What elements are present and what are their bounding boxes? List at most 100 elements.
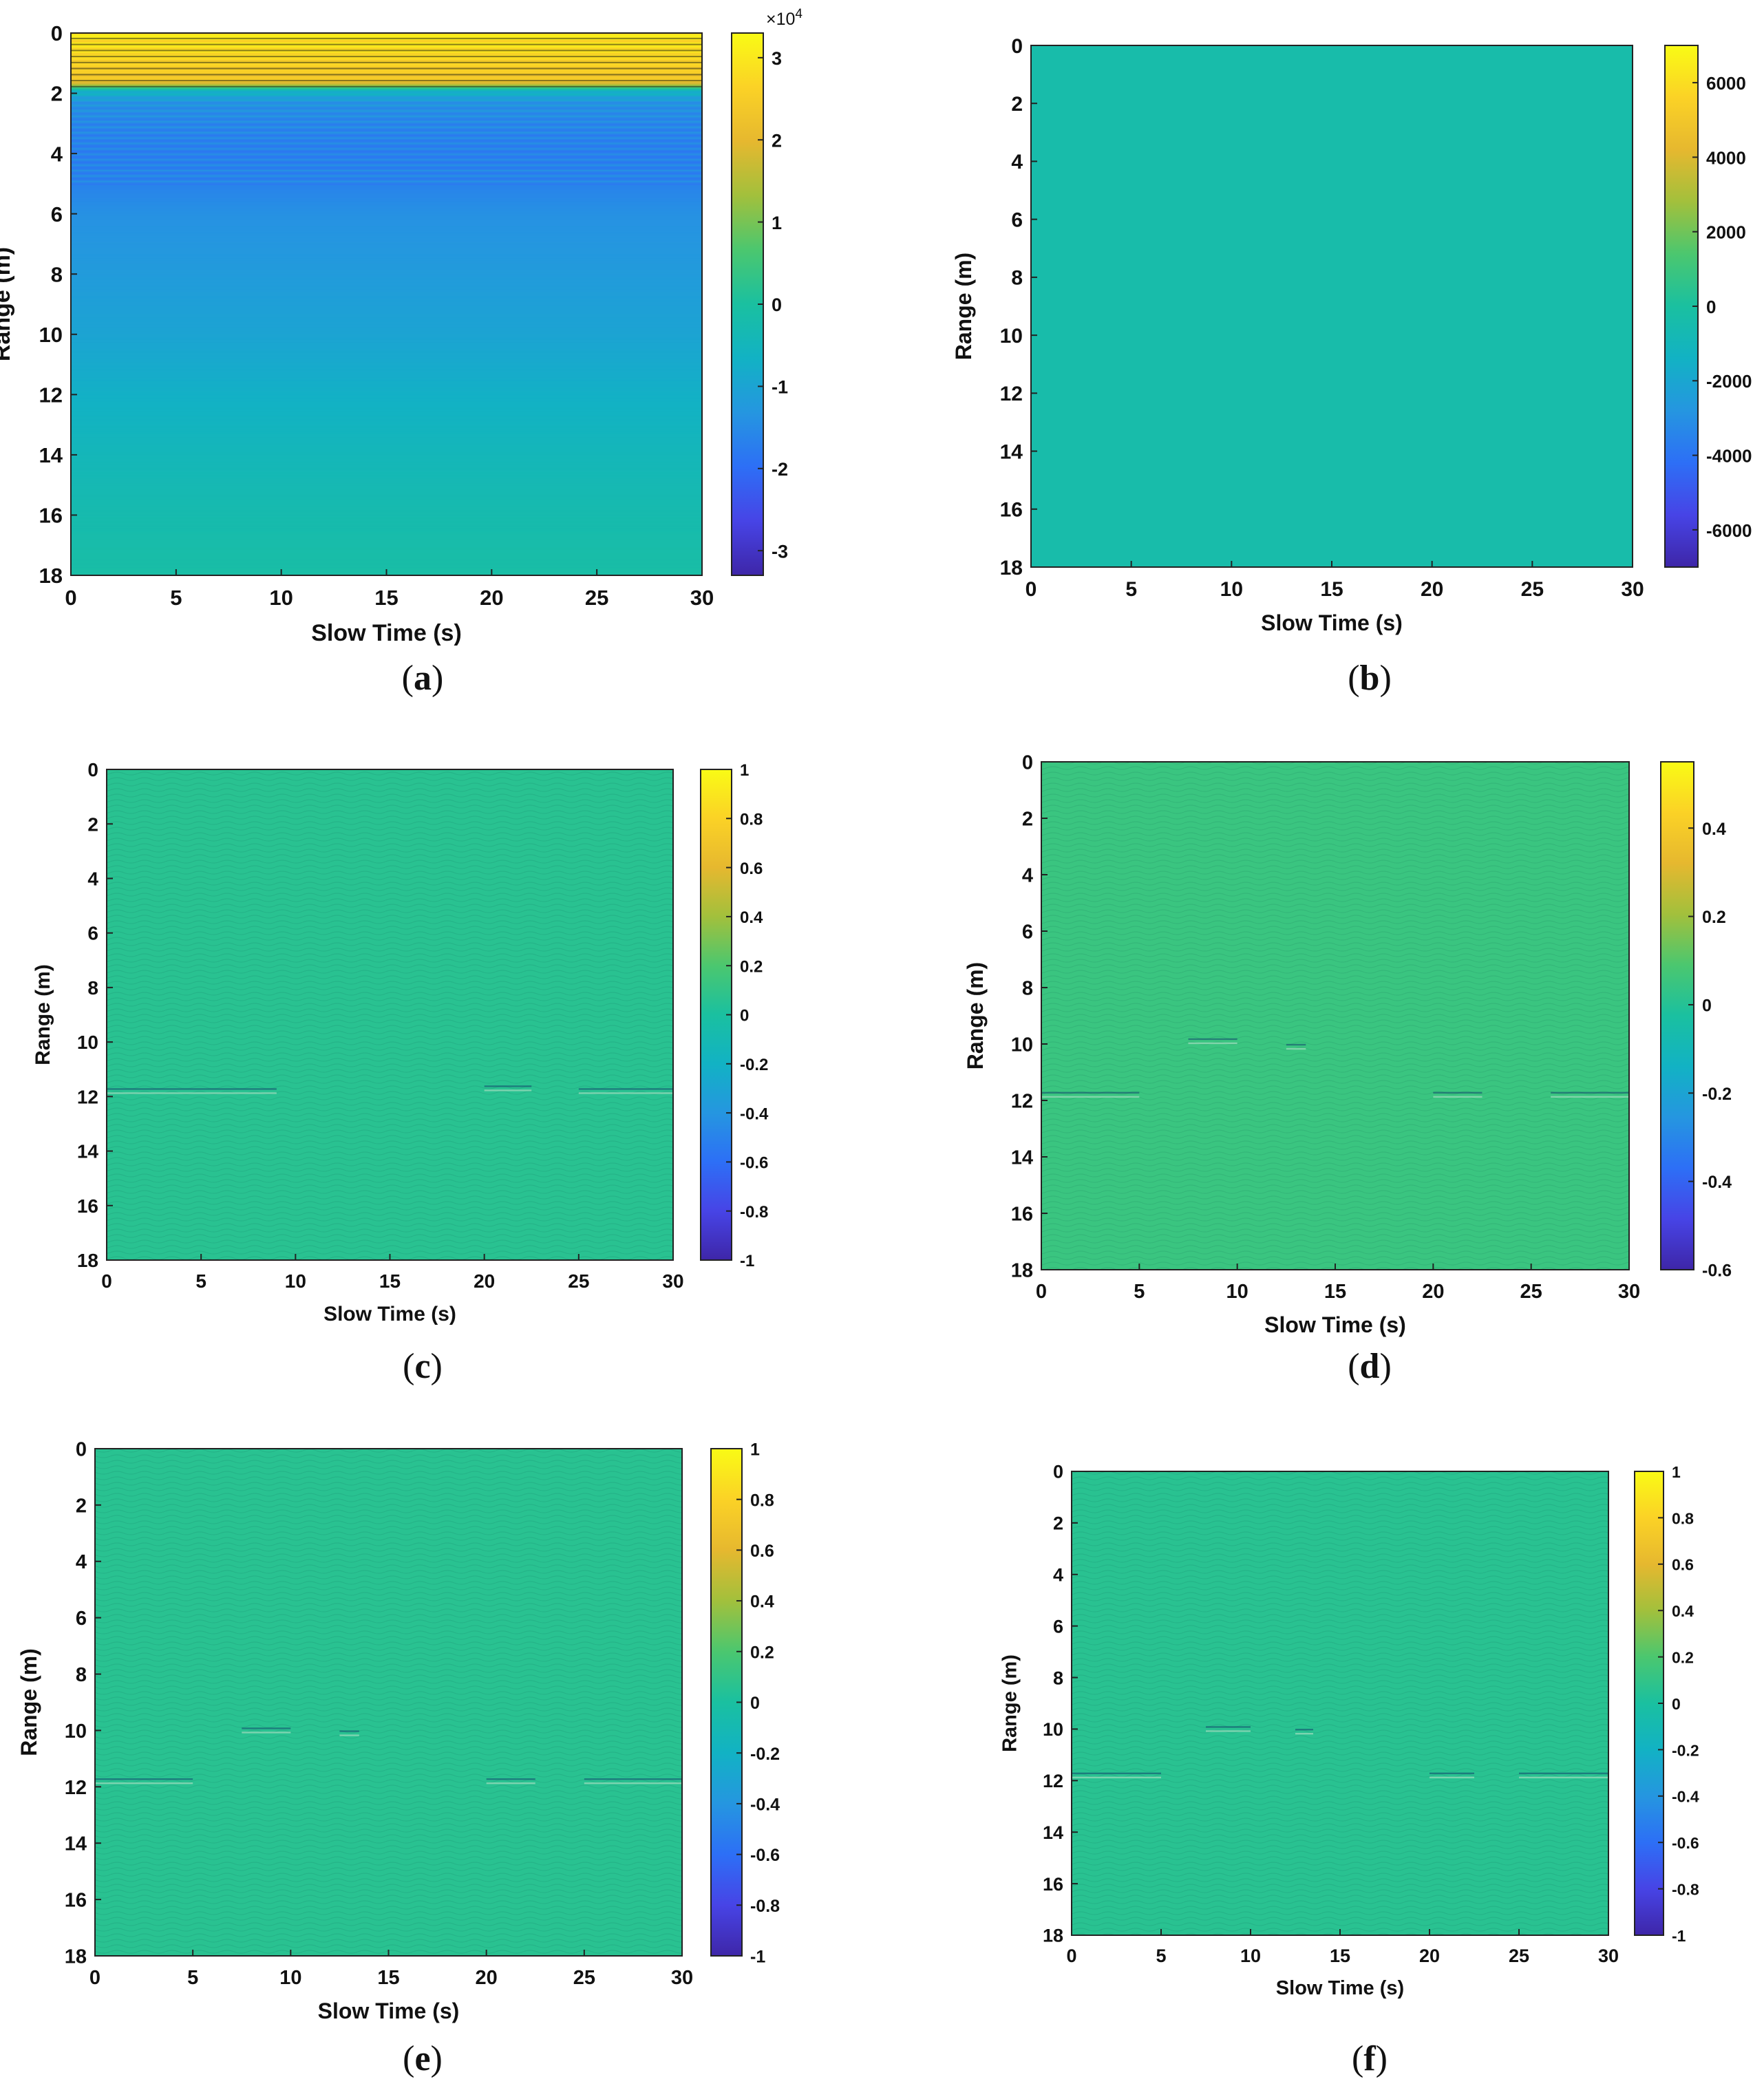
heatmap-band — [71, 535, 702, 538]
heatmap-band — [71, 451, 702, 454]
heatmap-band — [71, 522, 702, 524]
heatmap-band — [71, 123, 702, 126]
heatmap-band — [71, 305, 702, 308]
x-axis-label: Slow Time (s) — [1276, 1977, 1404, 1999]
x-tick-label: 5 — [195, 1270, 206, 1292]
heatmap-band — [71, 147, 702, 149]
y-tick-label: 12 — [1000, 383, 1023, 405]
heatmap-band — [71, 67, 702, 69]
heatmap-band — [71, 447, 702, 450]
heatmap-band — [71, 126, 702, 129]
heatmap-band — [71, 460, 702, 462]
heatmap-band — [71, 503, 702, 506]
heatmap-band — [71, 557, 702, 560]
heatmap-band — [71, 204, 702, 206]
heatmap-band — [71, 349, 702, 351]
heatmap-band — [71, 138, 702, 141]
colorbar-tick-label: 0.2 — [1672, 1649, 1694, 1667]
y-tick-label: 12 — [1011, 1090, 1033, 1112]
heatmap-band — [71, 384, 702, 386]
heatmap-band — [71, 183, 702, 186]
heatmap-band — [71, 260, 702, 263]
y-tick-label: 10 — [1011, 1034, 1033, 1056]
heatmap-band — [71, 118, 702, 120]
heatmap-band — [71, 449, 702, 451]
colorbar-tick-label: 0.6 — [1672, 1556, 1694, 1574]
colorbar-tick-label: 0.8 — [740, 811, 763, 829]
heatmap-band — [71, 264, 702, 267]
heatmap-band — [71, 251, 702, 253]
heatmap-band — [71, 445, 702, 447]
x-tick-label: 5 — [1125, 578, 1137, 601]
heatmap-band — [71, 499, 702, 502]
colorbar-tick-label: -4000 — [1706, 445, 1752, 466]
heatmap-band — [71, 492, 702, 495]
heatmap-band — [71, 398, 702, 401]
heatmap-band — [71, 300, 702, 302]
heatmap-band — [71, 502, 702, 504]
heatmap-band — [71, 440, 702, 443]
heatmap-band — [71, 509, 702, 511]
heatmap-band — [71, 342, 702, 344]
heatmap-band — [71, 496, 702, 499]
heatmap-band — [71, 159, 702, 161]
heatmap-band — [71, 507, 702, 510]
heatmap-band — [71, 500, 702, 503]
heatmap-band — [71, 348, 702, 350]
x-tick-label: 15 — [1330, 1946, 1350, 1966]
heatmap-band — [71, 541, 702, 544]
heatmap-band — [71, 310, 702, 313]
colorbar-tick-label: 3 — [772, 48, 782, 69]
y-tick-label: 18 — [1000, 557, 1023, 579]
heatmap-band — [71, 438, 702, 440]
heatmap-band — [71, 75, 702, 77]
heatmap-band — [71, 324, 702, 327]
heatmap-band — [71, 370, 702, 373]
colorbar-tick-label: -0.4 — [750, 1795, 780, 1814]
heatmap-band — [71, 412, 702, 415]
heatmap-band — [71, 158, 702, 160]
y-tick-label: 18 — [77, 1250, 98, 1271]
heatmap-band — [71, 187, 702, 190]
heatmap-band — [71, 39, 702, 42]
heatmap-band — [71, 271, 702, 274]
heatmap-band — [71, 351, 702, 354]
heatmap-band — [71, 433, 702, 435]
x-tick-label: 15 — [1320, 578, 1343, 601]
heatmap-band — [71, 534, 702, 537]
heatmap-band — [71, 286, 702, 288]
heatmap-band — [71, 471, 702, 473]
heatmap-band — [71, 480, 702, 482]
heatmap-band — [71, 63, 702, 65]
heatmap-band — [71, 70, 702, 72]
heatmap-band — [71, 394, 702, 397]
heatmap-band — [71, 394, 702, 396]
y-tick-label: 16 — [1011, 1203, 1033, 1225]
heatmap-band — [71, 545, 702, 548]
heatmap-band — [71, 201, 702, 203]
heatmap-band — [71, 151, 702, 153]
y-tick-label: 4 — [1011, 151, 1023, 173]
heatmap-band — [71, 169, 702, 171]
y-tick-label: 12 — [77, 1086, 98, 1107]
heatmap-band — [71, 341, 702, 343]
heatmap-band — [71, 528, 702, 530]
panel-b: 0 5 10 15 20 25 30 0 2 4 6 8 10 12 14 16 18 Slow Time (s)… — [951, 35, 1752, 698]
heatmap-band — [71, 461, 702, 464]
y-tick-label: 14 — [77, 1141, 99, 1162]
heatmap-band — [71, 41, 702, 43]
colorbar-tick-label: 0.2 — [750, 1643, 774, 1662]
heatmap-band — [71, 345, 702, 347]
heatmap-band — [71, 142, 702, 145]
x-tick-label: 5 — [1156, 1946, 1166, 1966]
heatmap-band — [71, 495, 702, 498]
heatmap-band — [71, 110, 702, 112]
heatmap-band — [71, 426, 702, 428]
colorbar-tick-label: 0 — [1706, 297, 1716, 317]
colorbar-tick-label: -0.8 — [750, 1897, 780, 1916]
heatmap-band — [71, 107, 702, 109]
x-tick-label: 15 — [374, 586, 398, 610]
heatmap-band — [71, 52, 702, 54]
heatmap-band — [71, 377, 702, 379]
